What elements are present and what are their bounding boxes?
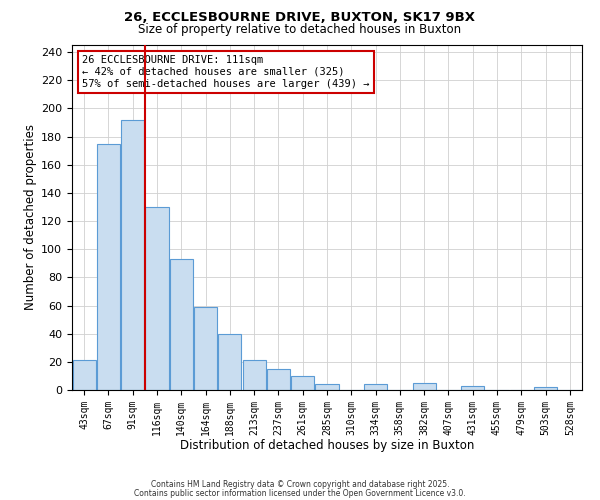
Bar — [461, 386, 484, 390]
Bar — [194, 307, 217, 390]
Text: Size of property relative to detached houses in Buxton: Size of property relative to detached ho… — [139, 22, 461, 36]
Bar — [170, 259, 193, 390]
Bar — [121, 120, 144, 390]
Bar — [97, 144, 120, 390]
Bar — [534, 387, 557, 390]
X-axis label: Distribution of detached houses by size in Buxton: Distribution of detached houses by size … — [180, 439, 474, 452]
Bar — [242, 360, 266, 390]
Bar — [291, 376, 314, 390]
Bar — [145, 207, 169, 390]
Bar — [316, 384, 338, 390]
Bar — [218, 334, 241, 390]
Y-axis label: Number of detached properties: Number of detached properties — [24, 124, 37, 310]
Bar — [267, 369, 290, 390]
Text: Contains public sector information licensed under the Open Government Licence v3: Contains public sector information licen… — [134, 488, 466, 498]
Text: 26 ECCLESBOURNE DRIVE: 111sqm
← 42% of detached houses are smaller (325)
57% of : 26 ECCLESBOURNE DRIVE: 111sqm ← 42% of d… — [82, 56, 370, 88]
Bar — [413, 383, 436, 390]
Bar — [364, 384, 387, 390]
Text: Contains HM Land Registry data © Crown copyright and database right 2025.: Contains HM Land Registry data © Crown c… — [151, 480, 449, 489]
Text: 26, ECCLESBOURNE DRIVE, BUXTON, SK17 9BX: 26, ECCLESBOURNE DRIVE, BUXTON, SK17 9BX — [125, 11, 476, 24]
Bar — [73, 360, 95, 390]
